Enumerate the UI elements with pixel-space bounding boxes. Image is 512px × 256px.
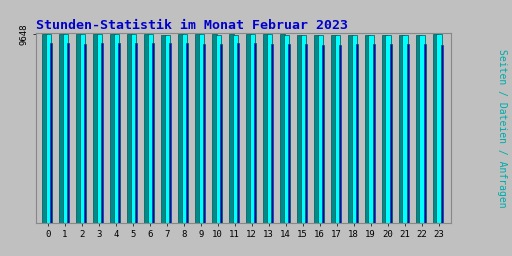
Bar	[62, 34, 68, 223]
Bar	[416, 35, 421, 223]
Bar	[267, 34, 272, 223]
Bar	[263, 34, 268, 223]
Bar	[135, 43, 138, 223]
Bar	[182, 35, 187, 223]
Bar	[147, 34, 153, 223]
Bar	[229, 34, 234, 223]
Bar	[50, 43, 53, 223]
Bar	[164, 35, 170, 223]
Bar	[110, 34, 115, 223]
Bar	[322, 45, 325, 223]
Bar	[407, 44, 410, 223]
Bar	[254, 43, 257, 223]
Bar	[101, 43, 103, 223]
Bar	[203, 44, 205, 223]
Bar	[161, 35, 166, 223]
Bar	[118, 44, 120, 223]
Bar	[424, 44, 426, 223]
Bar	[249, 35, 255, 223]
Bar	[93, 34, 98, 223]
Bar	[169, 44, 172, 223]
Bar	[59, 34, 65, 223]
Bar	[339, 45, 342, 223]
Bar	[386, 35, 391, 223]
Bar	[114, 34, 119, 223]
Bar	[127, 34, 133, 223]
Bar	[399, 35, 404, 223]
Bar	[348, 35, 353, 223]
Bar	[433, 34, 438, 223]
Bar	[237, 43, 240, 223]
Bar	[97, 34, 102, 223]
Bar	[76, 34, 81, 223]
Bar	[331, 35, 336, 223]
Bar	[220, 44, 222, 223]
Bar	[288, 44, 290, 223]
Bar	[352, 35, 357, 223]
Bar	[67, 43, 70, 223]
Bar	[216, 35, 221, 223]
Bar	[178, 34, 183, 223]
Bar	[280, 35, 285, 223]
Bar	[144, 34, 150, 223]
Bar	[402, 35, 408, 223]
Bar	[46, 34, 51, 223]
Bar	[186, 43, 188, 223]
Bar	[437, 34, 442, 223]
Bar	[419, 35, 425, 223]
Bar	[284, 35, 289, 223]
Bar	[382, 35, 388, 223]
Bar	[84, 44, 87, 223]
Bar	[199, 35, 204, 223]
Bar	[334, 35, 340, 223]
Bar	[441, 45, 443, 223]
Bar	[232, 35, 238, 223]
Bar	[390, 44, 392, 223]
Bar	[152, 43, 155, 223]
Bar	[301, 35, 306, 223]
Bar	[317, 35, 323, 223]
Bar	[305, 44, 307, 223]
Bar	[369, 35, 374, 223]
Bar	[297, 35, 303, 223]
Bar	[271, 44, 273, 223]
Bar	[365, 35, 370, 223]
Bar	[131, 34, 136, 223]
Bar	[42, 34, 48, 223]
Bar	[79, 34, 85, 223]
Bar	[212, 35, 218, 223]
Bar	[246, 34, 251, 223]
Bar	[195, 34, 200, 223]
Text: Seiten / Dateien / Anfragen: Seiten / Dateien / Anfragen	[497, 49, 507, 207]
Bar	[314, 35, 319, 223]
Bar	[356, 44, 358, 223]
Text: Stunden-Statistik im Monat Februar 2023: Stunden-Statistik im Monat Februar 2023	[36, 19, 348, 32]
Bar	[373, 44, 375, 223]
